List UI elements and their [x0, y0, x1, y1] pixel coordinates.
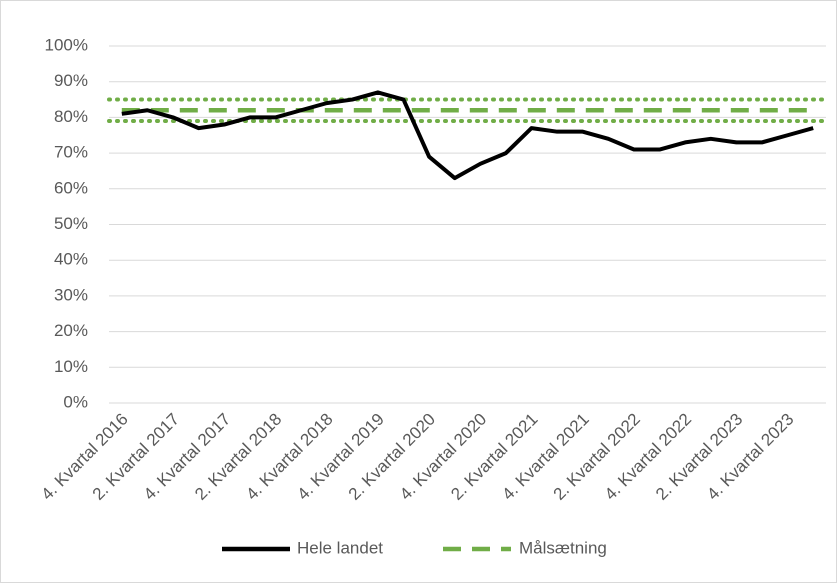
y-tick-label: 0%: [63, 392, 88, 411]
legend-label: Hele landet: [297, 538, 383, 557]
y-tick-label: 20%: [54, 321, 88, 340]
series-line: [121, 90, 814, 181]
y-tick-label: 60%: [54, 178, 88, 197]
y-tick-label: 30%: [54, 285, 88, 304]
y-tick-label: 40%: [54, 250, 88, 269]
y-tick-label: 80%: [54, 107, 88, 126]
y-tick-label: 50%: [54, 214, 88, 233]
legend-label: Målsætning: [519, 538, 607, 557]
y-tick-label: 90%: [54, 71, 88, 90]
y-tick-label: 10%: [54, 357, 88, 376]
y-tick-label: 70%: [54, 143, 88, 162]
y-tick-label: 100%: [45, 35, 88, 54]
